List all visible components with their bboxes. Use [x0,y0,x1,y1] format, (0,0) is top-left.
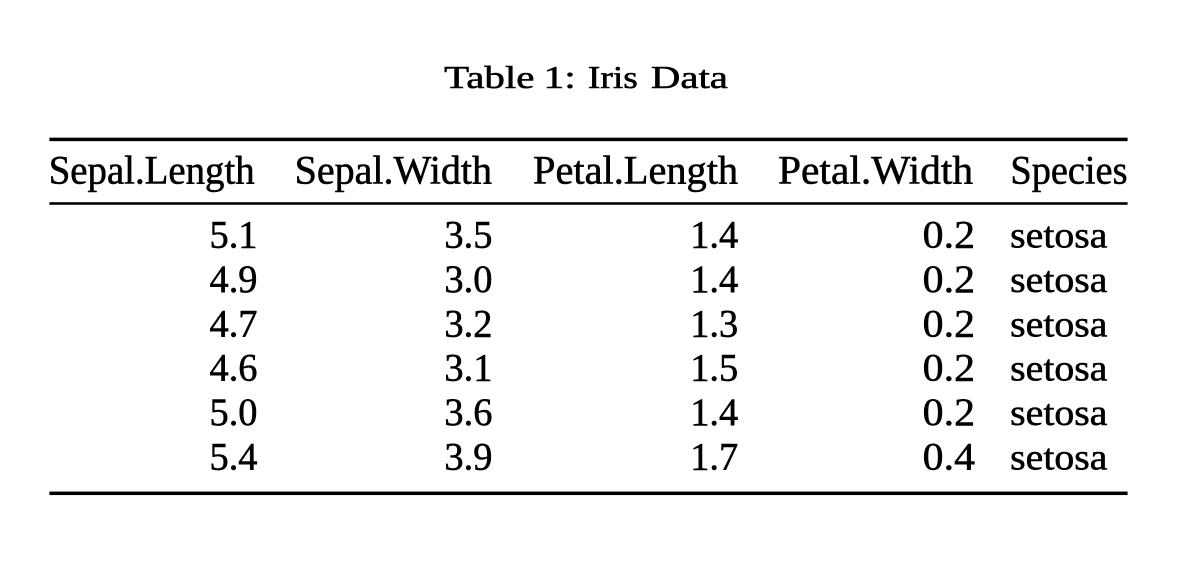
svg-text:Data: Data [651,60,728,95]
svg-text:1.7: 1.7 [690,436,738,479]
svg-text:0.2: 0.2 [923,214,975,257]
svg-text:Petal.Length: Petal.Length [533,148,738,193]
svg-text:1.5: 1.5 [690,347,738,390]
svg-text:5.4: 5.4 [210,436,258,479]
svg-text:3.5: 3.5 [444,214,492,257]
svg-text:setosa: setosa [1010,304,1107,345]
svg-text:setosa: setosa [1010,260,1107,301]
svg-text:setosa: setosa [1010,438,1107,479]
svg-text:1.4: 1.4 [690,214,738,257]
svg-text:4.9: 4.9 [210,258,258,301]
svg-text:3.1: 3.1 [444,347,492,390]
svg-text:Table: Table [444,60,534,95]
svg-text:1.3: 1.3 [690,302,738,345]
svg-text:setosa: setosa [1010,393,1107,434]
svg-text:Iris: Iris [588,60,638,95]
svg-text:0.2: 0.2 [923,347,975,390]
svg-text:0.4: 0.4 [923,436,975,479]
svg-text:1.4: 1.4 [690,391,738,434]
svg-text:3.9: 3.9 [444,436,492,479]
svg-text:Sepal.Width: Sepal.Width [295,148,492,193]
svg-text:1.4: 1.4 [690,258,738,301]
svg-text:Sepal.Length: Sepal.Length [49,148,255,193]
svg-text:setosa: setosa [1010,349,1107,390]
svg-text:Petal.Width: Petal.Width [778,148,973,193]
svg-text:5.1: 5.1 [210,214,258,257]
svg-text:0.2: 0.2 [923,258,975,301]
svg-text:4.6: 4.6 [210,347,258,390]
svg-text:5.0: 5.0 [210,391,258,434]
svg-text:3.6: 3.6 [444,391,492,434]
svg-text:3.2: 3.2 [444,302,492,345]
svg-text:0.2: 0.2 [923,391,975,434]
svg-text:Species: Species [1010,148,1127,193]
svg-text:4.7: 4.7 [210,302,258,345]
svg-text:1:: 1: [544,60,576,95]
svg-text:0.2: 0.2 [923,302,975,345]
svg-text:setosa: setosa [1010,216,1107,257]
svg-text:3.0: 3.0 [444,258,492,301]
